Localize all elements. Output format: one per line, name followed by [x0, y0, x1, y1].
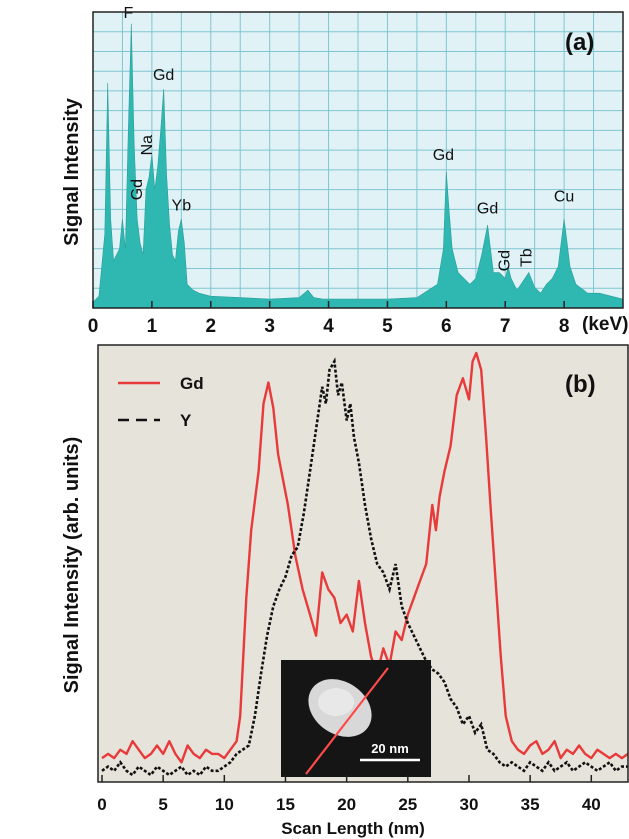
- peak-label: Gd: [496, 250, 513, 271]
- inset-scalebar-label: 20 nm: [371, 741, 409, 756]
- peak-label: Gd: [129, 179, 146, 200]
- legend-y-label: Y: [180, 411, 192, 430]
- panel-a: F Gd Na Gd Yb Gd Gd Gd Tb Cu 0 1 2 3 4 5 6 7 8 (keV) Sign…: [61, 5, 628, 337]
- x-tick-label: 5: [382, 316, 393, 337]
- legend-gd-label: Gd: [180, 374, 204, 393]
- x-tick-label: 30: [460, 795, 479, 814]
- peak-label: Gd: [153, 67, 174, 84]
- x-tick-label: 40: [582, 795, 601, 814]
- x-tick-label: 8: [559, 316, 570, 337]
- peak-label: Cu: [554, 188, 574, 205]
- inset-micrograph: 20 nm: [281, 660, 431, 777]
- peak-label: Gd: [433, 147, 454, 164]
- inset-particle-core: [318, 688, 354, 716]
- peak-label: Tb: [519, 248, 536, 267]
- x-tick-label: 15: [276, 795, 295, 814]
- x-tick-label: 25: [398, 795, 417, 814]
- panel-b-label: (b): [565, 371, 596, 398]
- x-tick-label: 35: [521, 795, 540, 814]
- panel-b-xlabel: Scan Length (nm): [281, 819, 425, 838]
- x-tick-label: 6: [441, 316, 452, 337]
- panel-a-ylabel: Signal Intensity: [61, 97, 83, 246]
- x-tick-label: 0: [97, 795, 106, 814]
- panel-a-label: (a): [565, 29, 594, 56]
- x-tick-label: 7: [500, 316, 511, 337]
- x-tick-label: 0: [88, 316, 99, 337]
- x-tick-label: 5: [158, 795, 167, 814]
- panel-b-ylabel: Signal Intensity (arb. units): [61, 437, 83, 694]
- peak-label: Yb: [172, 197, 192, 214]
- peak-label: Gd: [477, 200, 498, 217]
- x-tick-label: 4: [323, 316, 334, 337]
- panel-b: Gd Y 20 nm 0 5 10 15 20 25 30 35 40 Scan Length …: [61, 345, 628, 838]
- panel-a-x-unit: (keV): [582, 314, 628, 335]
- x-tick-label: 10: [215, 795, 234, 814]
- x-tick-label: 20: [337, 795, 356, 814]
- peak-label: Na: [139, 135, 156, 156]
- peak-label: F: [123, 5, 133, 22]
- x-tick-label: 2: [205, 316, 216, 337]
- x-tick-label: 1: [147, 316, 158, 337]
- x-tick-label: 3: [264, 316, 275, 337]
